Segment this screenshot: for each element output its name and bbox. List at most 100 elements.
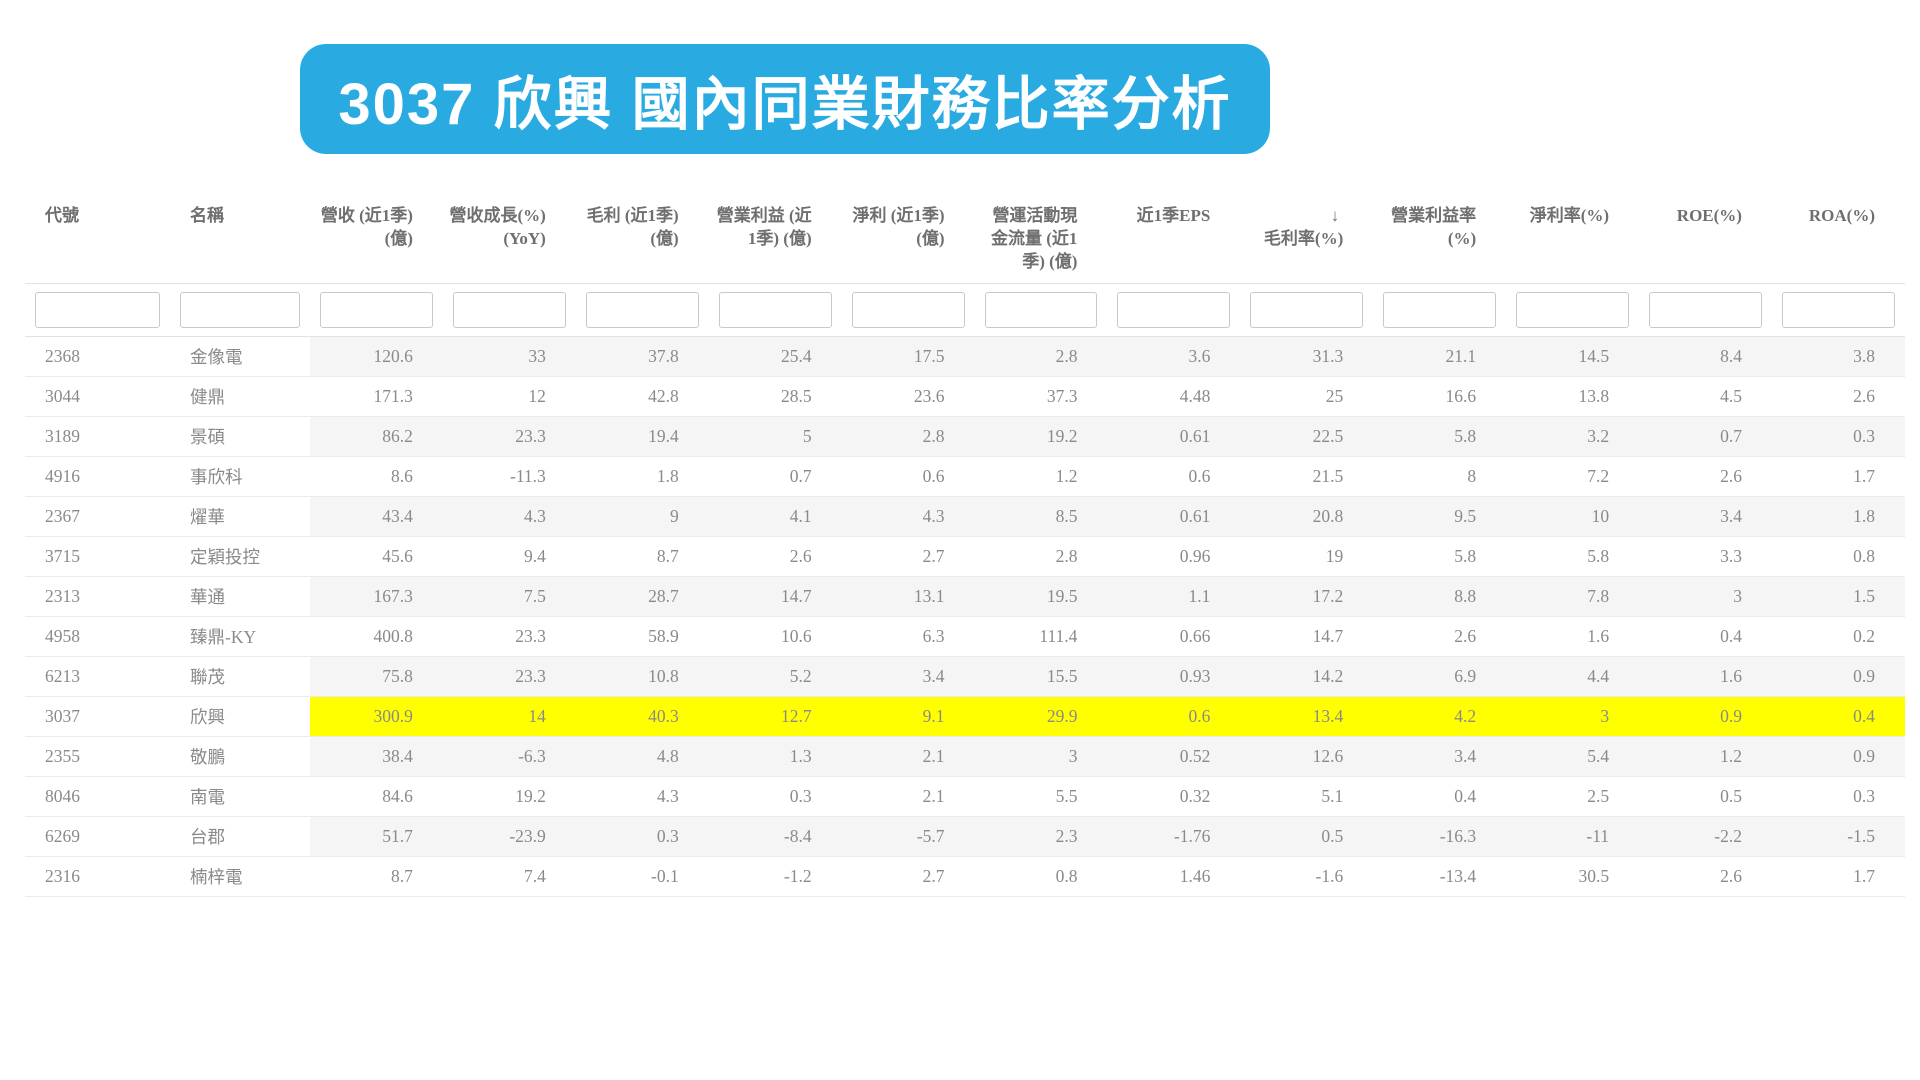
cell-roa: 2.6 — [1771, 375, 1905, 416]
table-row-2316[interactable]: 2316 楠梓電 8.7 7.4 -0.1 -1.2 2.7 0.8 1.46 -1.6 -13.4… — [25, 855, 1905, 897]
cell-name: 臻鼎-KY — [170, 615, 310, 656]
column-header-roa[interactable]: ROA(%) — [1772, 198, 1905, 283]
cell-name: 健鼎 — [170, 375, 310, 416]
table-row-3037[interactable]: 3037 欣興 300.9 14 40.3 12.7 9.1 29.9 0.6 13.4 4.2 3 0… — [25, 695, 1905, 736]
cell-roe: 2.6 — [1639, 855, 1772, 897]
cell-code: 3189 — [25, 415, 170, 456]
cell-operating_margin: 9.5 — [1373, 495, 1507, 536]
filter-input-net_margin[interactable] — [1516, 291, 1630, 328]
filter-input-gross_margin[interactable] — [1250, 291, 1364, 328]
filter-cell-roa — [1771, 282, 1905, 337]
column-header-name[interactable]: 名稱 — [170, 198, 310, 283]
cell-code: 4916 — [25, 455, 170, 496]
column-header-code[interactable]: 代號 — [25, 198, 170, 283]
cell-revenue_growth: 23.3 — [442, 415, 576, 456]
column-header-label: 營業利益率 — [1391, 206, 1477, 225]
cell-net_margin: 3.2 — [1506, 415, 1640, 456]
filter-input-operating_income[interactable] — [718, 291, 832, 328]
column-header-revenue[interactable]: 營收 (近1季) (億) — [310, 198, 443, 283]
filter-input-revenue[interactable] — [320, 291, 433, 328]
cell-gross_profit: 37.8 — [575, 336, 709, 376]
cell-code: 3037 — [25, 695, 170, 736]
filter-input-roa[interactable] — [1781, 291, 1895, 328]
table-header-row: 代號 名稱 營收 (近1季) (億) 營收成長(%) (YoY) 毛利 (近1季) (億) 營業… — [25, 198, 1905, 283]
column-header-operating_income[interactable]: 營業利益 (近 1季) (億) — [709, 198, 842, 283]
column-header-revenue_growth[interactable]: 營收成長(%) (YoY) — [443, 198, 576, 283]
filter-cell-gross_margin — [1240, 282, 1374, 337]
filter-input-net_income[interactable] — [851, 291, 965, 328]
cell-net_income: 9.1 — [841, 695, 975, 736]
cell-revenue_growth: 19.2 — [442, 775, 576, 816]
cell-revenue_growth: 4.3 — [442, 495, 576, 536]
cell-code: 3044 — [25, 375, 170, 416]
table-row-4916[interactable]: 4916 事欣科 8.6 -11.3 1.8 0.7 0.6 1.2 0.6 21.5 8 7.2 2.… — [25, 455, 1905, 496]
filter-cell-name — [170, 282, 310, 337]
cell-net_margin: 5.8 — [1506, 535, 1640, 576]
cell-operating_income: 25.4 — [708, 336, 842, 376]
cell-gross_margin: 21.5 — [1240, 455, 1374, 496]
cell-operating_margin: 21.1 — [1373, 336, 1507, 376]
column-header-label: 營運活動現 — [992, 206, 1078, 225]
table-row-3044[interactable]: 3044 健鼎 171.3 12 42.8 28.5 23.6 37.3 4.48 25 16.6 1… — [25, 375, 1905, 416]
filter-input-roe[interactable] — [1649, 291, 1762, 328]
cell-gross_margin: 22.5 — [1240, 415, 1374, 456]
filter-input-gross_profit[interactable] — [585, 291, 699, 328]
table-row-3715[interactable]: 3715 定穎投控 45.6 9.4 8.7 2.6 2.7 2.8 0.96 19 5.8 5.8 3… — [25, 535, 1905, 576]
column-header-roe[interactable]: ROE(%) — [1639, 198, 1772, 283]
cell-operating_income: 28.5 — [708, 375, 842, 416]
column-header-net_income[interactable]: 淨利 (近1季) (億) — [842, 198, 975, 283]
filter-input-operating_margin[interactable] — [1383, 291, 1497, 328]
page-title: 3037 欣興 國內同業財務比率分析 — [338, 72, 1232, 137]
cell-operating_income: 5.2 — [708, 655, 842, 696]
cell-roe: 4.5 — [1639, 375, 1772, 416]
cell-operating_cash_flow: 1.2 — [974, 455, 1108, 496]
table-row-3189[interactable]: 3189 景碩 86.2 23.3 19.4 5 2.8 19.2 0.61 22.5 5.8 3.2… — [25, 415, 1905, 456]
filter-input-operating_cash_flow[interactable] — [984, 291, 1098, 328]
filter-input-eps[interactable] — [1117, 291, 1231, 328]
cell-eps: 0.66 — [1107, 615, 1241, 656]
cell-revenue_growth: 14 — [442, 695, 576, 736]
cell-gross_profit: 58.9 — [575, 615, 709, 656]
table-row-6269[interactable]: 6269 台郡 51.7 -23.9 0.3 -8.4 -5.7 2.3 -1.76 0.5 -16… — [25, 815, 1905, 856]
table-row-2367[interactable]: 2367 燿華 43.4 4.3 9 4.1 4.3 8.5 0.61 20.8 9.5 10 3.4 1… — [25, 495, 1905, 536]
cell-revenue_growth: 9.4 — [442, 535, 576, 576]
cell-gross_profit: 8.7 — [575, 535, 709, 576]
cell-revenue: 43.4 — [310, 495, 443, 536]
cell-net_income: 0.6 — [841, 455, 975, 496]
column-header-operating_cash_flow[interactable]: 營運活動現 金流量 (近1 季) (億) — [975, 198, 1108, 283]
cell-name: 事欣科 — [170, 455, 310, 496]
cell-revenue: 8.6 — [310, 455, 443, 496]
table-row-2368[interactable]: 2368 金像電 120.6 33 37.8 25.4 17.5 2.8 3.6 31.3 21.1… — [25, 336, 1905, 376]
table-row-6213[interactable]: 6213 聯茂 75.8 23.3 10.8 5.2 3.4 15.5 0.93 14.2 6.9 4… — [25, 655, 1905, 696]
table-row-8046[interactable]: 8046 南電 84.6 19.2 4.3 0.3 2.1 5.5 0.32 5.1 0.4 2.5 0… — [25, 775, 1905, 816]
cell-gross_profit: 1.8 — [575, 455, 709, 496]
cell-operating_margin: 4.2 — [1373, 695, 1507, 736]
cell-operating_income: -1.2 — [708, 855, 842, 897]
cell-net_income: 2.7 — [841, 535, 975, 576]
cell-operating_margin: 5.8 — [1373, 415, 1507, 456]
column-header-label: 淨利 (近1季) — [852, 206, 945, 225]
filter-cell-revenue — [310, 282, 443, 337]
cell-eps: 4.48 — [1107, 375, 1241, 416]
cell-roe: 0.4 — [1639, 615, 1772, 656]
table-row-4958[interactable]: 4958 臻鼎-KY 400.8 23.3 58.9 10.6 6.3 111.4 0.66 14… — [25, 615, 1905, 656]
table-row-2355[interactable]: 2355 敬鵬 38.4 -6.3 4.8 1.3 2.1 3 0.52 12.6 3.4 5.4 1.… — [25, 735, 1905, 776]
table-row-2313[interactable]: 2313 華通 167.3 7.5 28.7 14.7 13.1 19.5 1.1 17.2 8.8… — [25, 575, 1905, 616]
column-header-net_margin[interactable]: 淨利率(%) — [1506, 198, 1639, 283]
column-header-operating_margin[interactable]: 營業利益率 (%) — [1373, 198, 1506, 283]
column-header-eps[interactable]: 近1季EPS — [1107, 198, 1240, 283]
cell-gross_margin: -1.6 — [1240, 855, 1374, 897]
cell-gross_margin: 25 — [1240, 375, 1374, 416]
filter-input-name[interactable] — [180, 291, 300, 328]
column-header-gross_profit[interactable]: 毛利 (近1季) (億) — [576, 198, 709, 283]
cell-operating_cash_flow: 37.3 — [974, 375, 1108, 416]
filter-input-revenue_growth[interactable] — [452, 291, 566, 328]
column-header-label: 淨利率(%) — [1529, 206, 1610, 225]
cell-operating_margin: 8 — [1373, 455, 1507, 496]
cell-operating_margin: 16.6 — [1373, 375, 1507, 416]
column-header-gross_margin[interactable]: ↓ 毛利率(%) — [1240, 198, 1373, 283]
cell-gross_margin: 14.7 — [1240, 615, 1374, 656]
cell-eps: -1.76 — [1107, 815, 1241, 856]
filter-input-code[interactable] — [35, 291, 160, 328]
cell-net_margin: -11 — [1506, 815, 1640, 856]
